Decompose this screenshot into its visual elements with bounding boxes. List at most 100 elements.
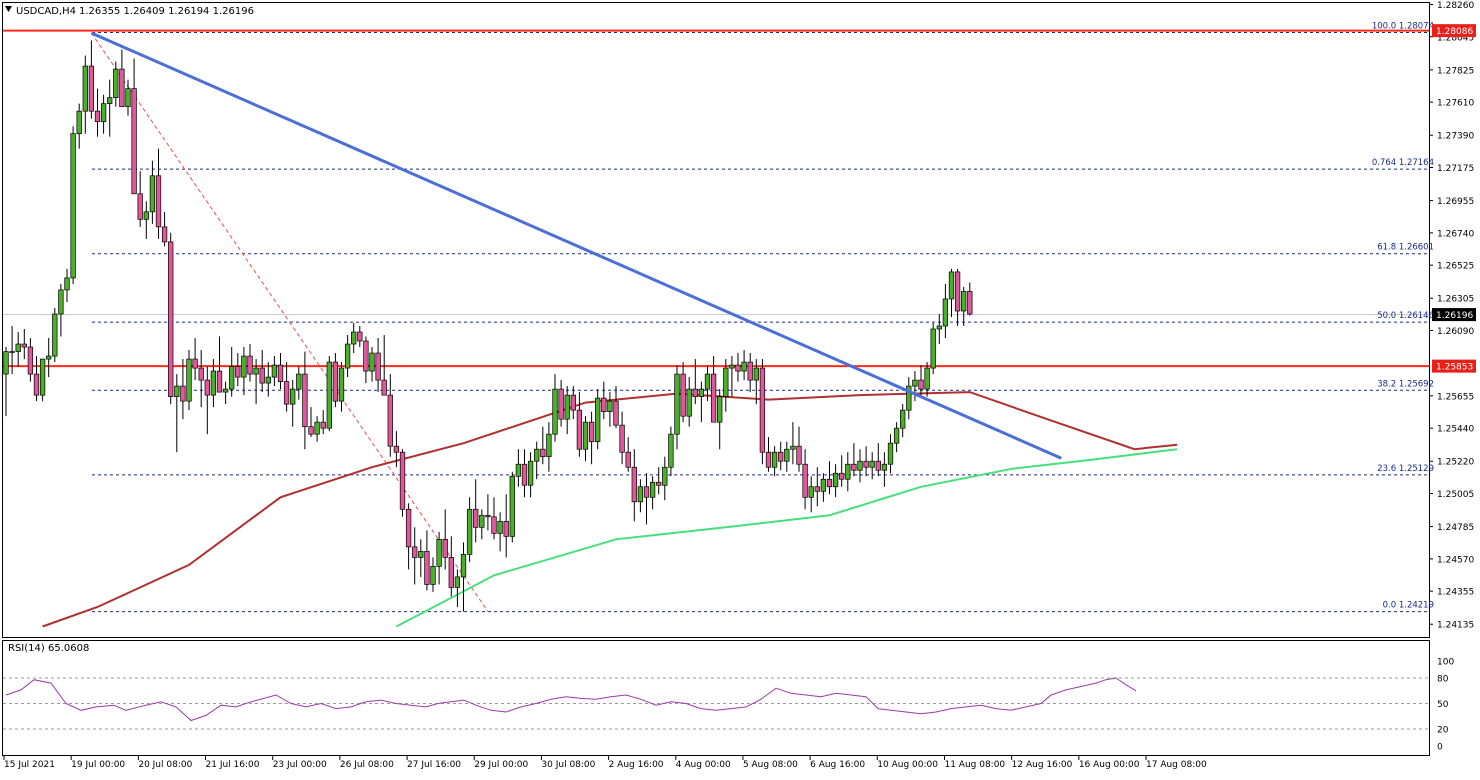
- rsi-pane-frame: [2, 640, 1430, 756]
- candle: [436, 531, 442, 585]
- candle: [363, 336, 369, 384]
- candle: [765, 437, 772, 472]
- candle: [820, 473, 827, 502]
- candle: [790, 422, 796, 465]
- price-tag-label: 1.25853: [1436, 363, 1473, 373]
- candle: [88, 40, 95, 119]
- candle-body: [680, 373, 686, 417]
- candle: [149, 160, 156, 224]
- candle: [332, 353, 339, 408]
- candle-body: [143, 211, 149, 220]
- candle-body: [393, 445, 400, 453]
- candle: [424, 530, 430, 591]
- fib-swing-line: [90, 32, 489, 612]
- candle-body: [619, 424, 625, 453]
- candle-body: [875, 460, 881, 471]
- ema-red-line: [42, 391, 1178, 628]
- candle: [314, 416, 320, 442]
- candle: [826, 461, 833, 495]
- candle: [625, 437, 631, 472]
- candle: [582, 416, 589, 462]
- candle-body: [100, 103, 107, 123]
- candle-body: [259, 367, 265, 384]
- candle-body: [826, 478, 833, 488]
- moving-averages-layer: [42, 391, 1178, 628]
- candle: [448, 536, 454, 597]
- candle-body: [405, 508, 412, 548]
- candle: [515, 449, 522, 487]
- candle: [930, 323, 936, 375]
- candle: [283, 362, 290, 412]
- candle: [253, 359, 259, 405]
- price-tag-label: 1.26196: [1436, 311, 1473, 321]
- candle-body: [717, 396, 723, 423]
- candle-body: [900, 409, 906, 429]
- candle: [137, 171, 143, 227]
- candle-body: [930, 328, 936, 369]
- candle: [271, 356, 278, 387]
- rsi-tick-label: 80: [1437, 675, 1449, 685]
- fib-level-label: 0.764 1.27164: [1372, 158, 1434, 168]
- price-tag-box: [1432, 359, 1476, 373]
- candle: [729, 356, 735, 397]
- main-pane-frame: [2, 2, 1430, 638]
- candle: [338, 362, 345, 412]
- candle: [851, 443, 857, 477]
- candle-body: [192, 358, 198, 369]
- candle-body: [168, 241, 174, 397]
- candle-body: [454, 576, 461, 588]
- candle: [168, 232, 174, 405]
- candle-body: [113, 68, 119, 98]
- candle-body: [704, 373, 711, 390]
- candle: [491, 497, 497, 540]
- candle: [375, 338, 381, 393]
- candle-body: [448, 557, 454, 588]
- candle-body: [381, 379, 387, 396]
- candle-body: [424, 551, 430, 585]
- rsi-line: [5, 677, 1137, 722]
- candle: [351, 323, 357, 354]
- candle-body: [247, 355, 253, 375]
- candle: [588, 411, 595, 465]
- rsi-tick-label: 100: [1437, 658, 1454, 668]
- candle-body: [534, 448, 540, 462]
- candle-body: [668, 433, 674, 468]
- candle-body: [631, 466, 637, 503]
- price-tick-label: 1.24135: [1437, 621, 1474, 631]
- candle: [241, 347, 247, 396]
- candle-body: [216, 370, 223, 393]
- candle-body: [418, 551, 424, 558]
- price-tick-label: 1.25440: [1437, 425, 1474, 435]
- price-tick-label: 1.25655: [1437, 392, 1474, 402]
- candle-body: [588, 421, 595, 443]
- candle-body: [558, 388, 564, 420]
- rsi-tick-label: 20: [1437, 726, 1449, 736]
- candle: [857, 449, 863, 483]
- candle: [290, 380, 296, 427]
- time-tick-label: 15 Jul 2021: [4, 760, 55, 770]
- candle: [961, 286, 967, 327]
- candle: [229, 347, 235, 397]
- candle-body: [222, 388, 229, 393]
- price-tick-label: 1.27610: [1437, 99, 1474, 109]
- candle: [674, 365, 680, 450]
- price-tags-layer: 1.28086 1.25853 1.26196: [1432, 24, 1476, 373]
- candle: [954, 268, 961, 327]
- candle-body: [790, 445, 796, 450]
- time-tick-label: 5 Aug 08:00: [743, 760, 798, 770]
- candle-body: [527, 460, 534, 486]
- candle: [717, 389, 723, 450]
- candle-body: [204, 379, 210, 396]
- symbol-dropdown-icon[interactable]: [5, 6, 12, 12]
- candle: [747, 353, 753, 393]
- candle-body: [320, 421, 326, 429]
- fib-level-label: 38.2 1.25692: [1377, 379, 1434, 389]
- candle: [387, 374, 393, 457]
- candle-body: [473, 508, 479, 528]
- candle: [503, 494, 509, 558]
- candle: [881, 452, 888, 487]
- candle-body: [802, 463, 808, 498]
- price-tag-label: 1.28086: [1436, 27, 1473, 37]
